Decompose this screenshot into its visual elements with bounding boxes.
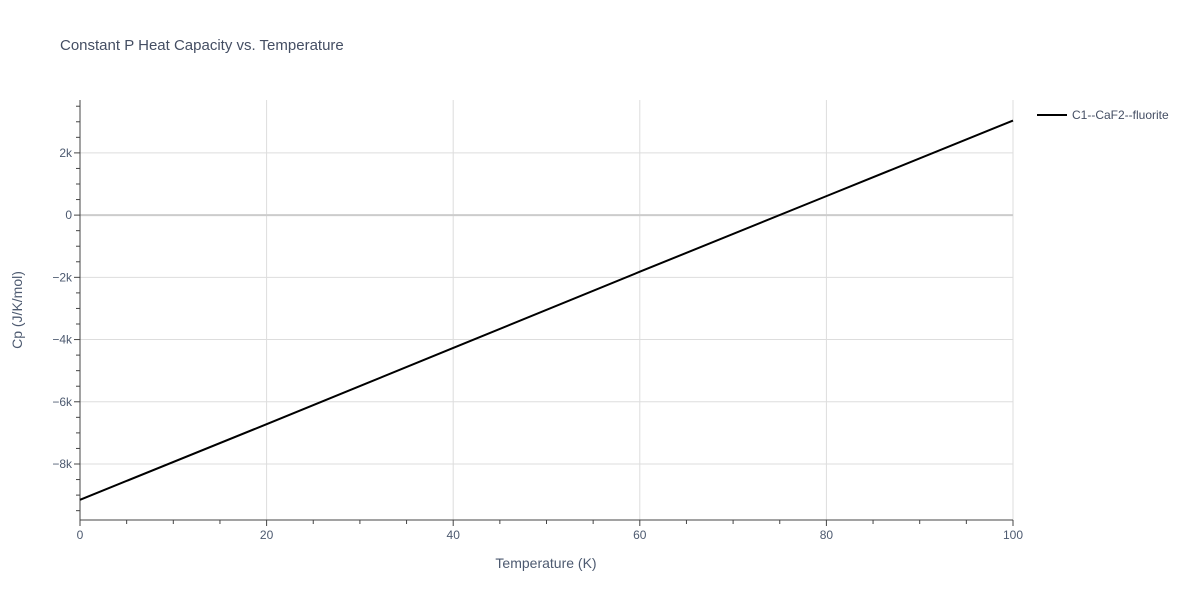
minor-ticks [74,100,1014,526]
x-tick-label: 80 [820,528,834,542]
x-tick-label: 0 [77,528,84,542]
series-line [79,119,1014,501]
x-axis-title: Temperature (K) [495,555,596,571]
y-tick-label: −8k [52,457,73,471]
x-tick-label: 60 [633,528,647,542]
x-tick-label: 20 [260,528,274,542]
y-tick-label: 2k [59,146,73,160]
y-tick-label: 0 [65,208,72,222]
y-tick-label: −2k [52,270,73,284]
series-layer [79,119,1014,501]
legend[interactable]: C1--CaF2--fluorite [1037,108,1169,122]
chart-title: Constant P Heat Capacity vs. Temperature [60,37,344,54]
y-tick-label: −4k [52,333,73,347]
y-tick-label: −6k [52,395,73,409]
y-axis-title: Cp (J/K/mol) [9,271,25,349]
grid-lines [80,100,1014,520]
x-tick-label: 40 [447,528,461,542]
legend-entry-label: C1--CaF2--fluorite [1072,108,1169,122]
tick-labels: 0 20 40 60 80 100 −8k −6k −4k −2k 0 2k [52,146,1023,542]
x-tick-label: 100 [1003,528,1023,542]
